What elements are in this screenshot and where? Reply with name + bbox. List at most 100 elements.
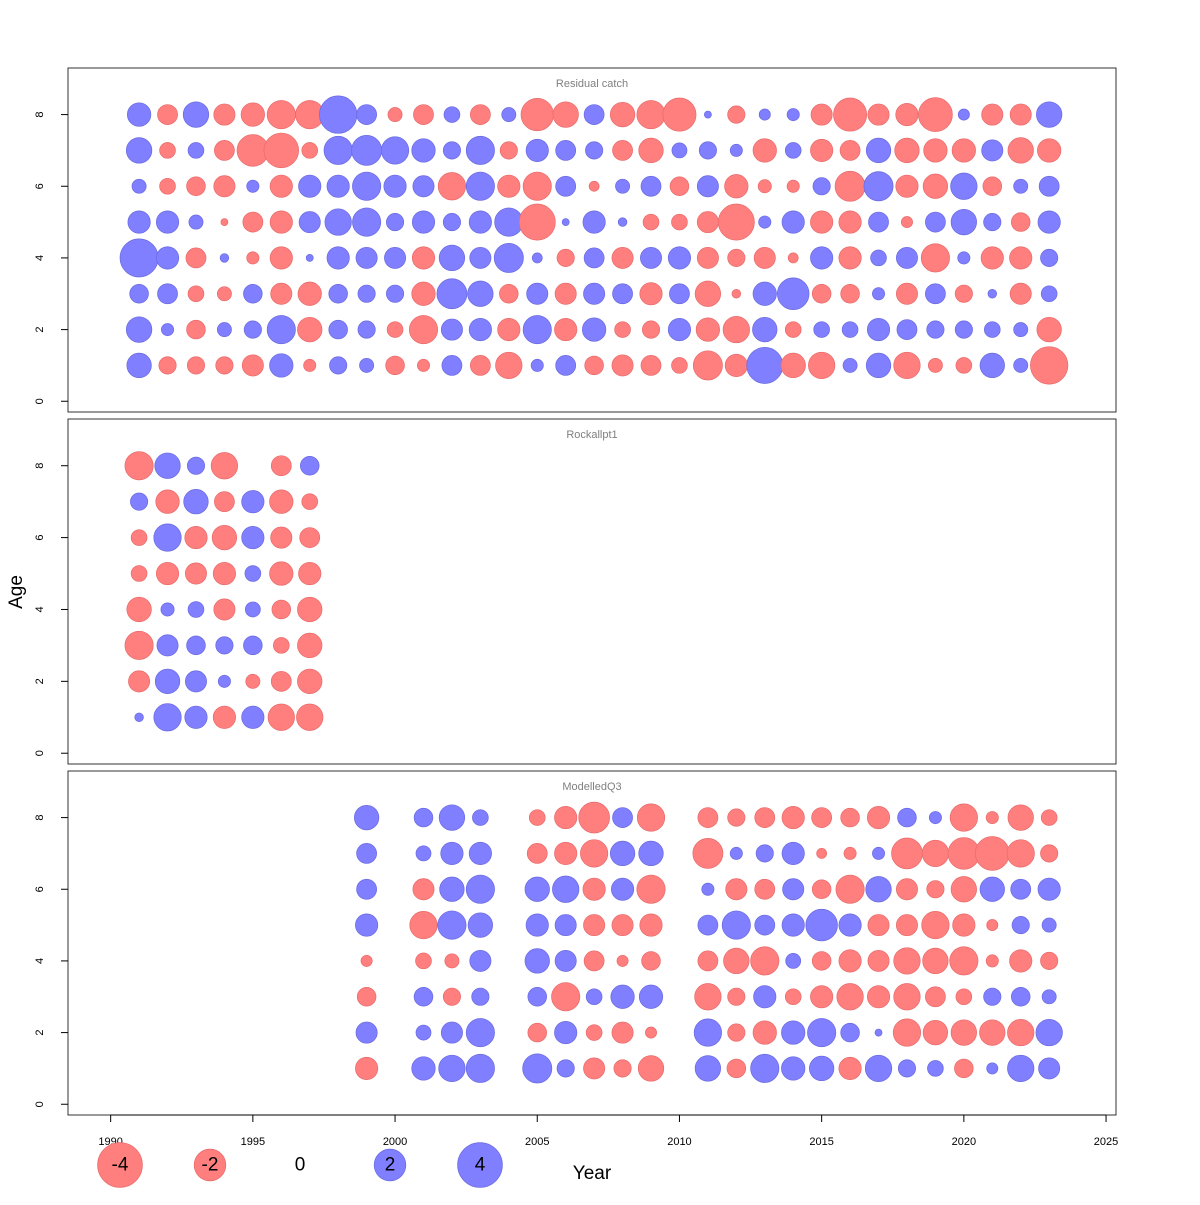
bubble [130,565,148,582]
bubble [297,632,323,659]
bubble [895,282,918,305]
bubble [808,351,836,380]
bubble [413,987,434,1007]
bubble [470,104,491,125]
bubble [838,1056,862,1080]
bubble [468,210,492,234]
y-axis-title: Age [6,575,27,609]
bubble [727,808,746,827]
bubble [951,138,976,163]
bubble [241,526,265,550]
bubble [949,803,978,832]
bubble [561,218,570,226]
bubble [328,284,348,304]
bubble [746,347,784,384]
bubble [154,452,181,479]
bubble [216,286,232,302]
bubble [588,180,600,192]
bubble [438,804,466,831]
bubble [784,988,802,1006]
bubble [810,246,834,270]
bubble [155,561,180,586]
bubble [525,138,549,162]
bubble [781,1020,806,1045]
bubble [556,1059,575,1078]
legend-item: -2 [193,1148,227,1182]
y-tick-label: 6 [34,535,46,541]
bubble [612,807,633,828]
bubble [787,252,799,264]
bubble [244,565,262,582]
bubble [895,103,919,127]
bubble [840,1022,860,1043]
bubble [159,142,176,159]
bubble [983,987,1002,1006]
bubble [1040,951,1059,970]
bubble [273,637,290,654]
bubble [696,211,719,234]
bubble [893,351,921,380]
bubble [640,175,662,197]
bubble [918,97,953,132]
bubble [671,213,688,231]
bubble [1040,809,1058,826]
bubble [955,988,973,1006]
x-tick-label: 2020 [952,1136,976,1148]
bubble [411,210,436,234]
bubble [727,987,746,1006]
bubble [1041,989,1057,1005]
legend-item: 2 [373,1148,407,1182]
bubble [1007,1018,1035,1047]
panels-layer: Residual catch02468Rockallpt102468Modell… [34,67,1117,1116]
bubble [583,1057,606,1080]
bubble [351,135,382,166]
bubble [355,913,379,937]
bubble [1011,916,1030,935]
bubble [950,172,978,200]
bubble [155,246,180,270]
bubble [359,357,375,373]
bubble [838,913,862,937]
bubble [923,138,948,163]
bubble [839,140,861,161]
bubble [124,451,154,481]
panel-frame [67,67,1117,413]
bubble [269,210,293,234]
bubble [1030,346,1069,385]
bubble [220,218,229,226]
bubble [269,561,294,586]
bubble [386,321,404,338]
bubble [269,489,294,514]
bubble [784,142,802,159]
bubble [870,249,887,267]
bubble [985,811,999,825]
bubble [979,1019,1006,1046]
bubble [1038,1057,1061,1080]
bubble-series [353,801,1063,1084]
bubble [895,174,919,198]
bubble [245,673,261,689]
bubble [497,174,521,198]
bubble [583,104,605,125]
bubble [782,878,805,901]
bubble [129,284,149,304]
bubble [810,210,834,234]
bubble [872,846,886,860]
bubble [266,100,296,130]
bubble [694,1055,722,1082]
legend-item: 4 [457,1142,503,1188]
bubble [811,284,832,304]
bubble [465,874,495,904]
bubble [927,357,943,373]
bubble [246,251,260,265]
bubble [467,280,494,307]
bubble [472,809,489,826]
bubble [895,914,918,937]
bubble [126,596,152,623]
bubble [329,356,348,375]
bubble [638,840,664,867]
bubble [807,1018,837,1048]
bubble [701,882,715,896]
bubble [922,173,949,199]
bubble [301,142,319,159]
